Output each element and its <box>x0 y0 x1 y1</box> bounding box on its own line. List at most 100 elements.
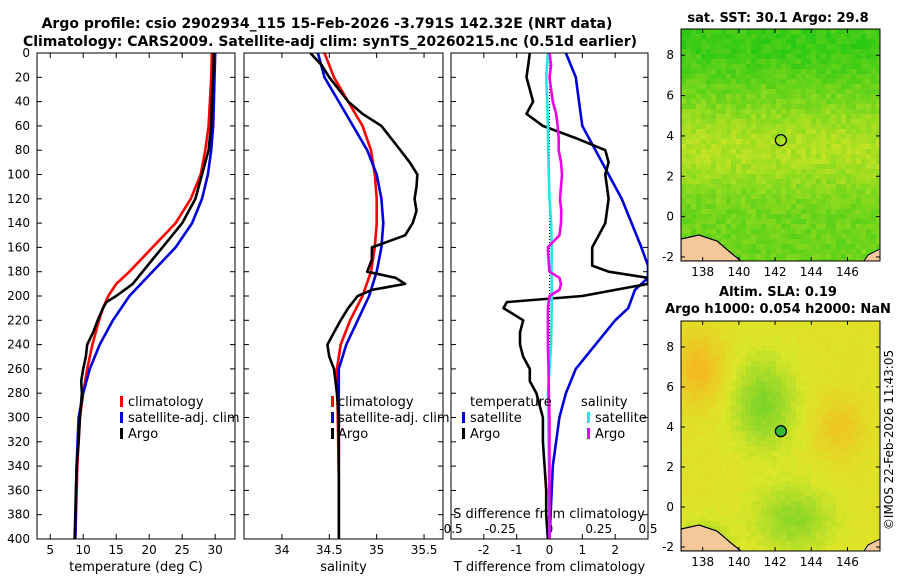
heatmap-cell <box>756 74 762 80</box>
heatmap-cell <box>841 229 847 235</box>
heatmap-cell <box>806 189 812 195</box>
heatmap-cell <box>746 491 752 497</box>
heatmap-cell <box>816 159 822 165</box>
heatmap-cell <box>856 401 862 407</box>
heatmap-cell <box>791 129 797 135</box>
heatmap-cell <box>721 431 727 437</box>
y-tick-label: 2 <box>666 460 674 474</box>
heatmap-cell <box>716 149 722 155</box>
heatmap-cell <box>841 351 847 357</box>
heatmap-cell <box>761 174 767 180</box>
heatmap-cell <box>776 244 782 250</box>
heatmap-cell <box>696 84 702 90</box>
heatmap-cell <box>811 214 817 220</box>
heatmap-cell <box>706 346 712 352</box>
heatmap-cell <box>686 376 692 382</box>
heatmap-cell <box>861 541 867 547</box>
heatmap-cell <box>756 466 762 472</box>
heatmap-cell <box>796 356 802 362</box>
heatmap-cell <box>806 229 812 235</box>
heatmap-cell <box>796 149 802 155</box>
heatmap-cell <box>856 154 862 160</box>
heatmap-cell <box>856 79 862 85</box>
heatmap-cell <box>696 431 702 437</box>
heatmap-cell <box>816 541 822 547</box>
heatmap-cell <box>836 331 842 337</box>
heatmap-cell <box>741 234 747 240</box>
heatmap-cell <box>746 486 752 492</box>
heatmap-cell <box>746 114 752 120</box>
heatmap-cell <box>821 386 827 392</box>
heatmap-cell <box>761 144 767 150</box>
heatmap-cell <box>726 351 732 357</box>
heatmap-cell <box>786 546 792 551</box>
heatmap-cell <box>761 441 767 447</box>
heatmap-cell <box>816 114 822 120</box>
heatmap-cell <box>726 164 732 170</box>
heatmap-cell <box>791 396 797 402</box>
heatmap-cell <box>846 174 852 180</box>
heatmap-cell <box>686 109 692 115</box>
heatmap-cell <box>826 511 832 517</box>
heatmap-cell <box>756 254 762 260</box>
heatmap-cell <box>731 501 737 507</box>
heatmap-cell <box>861 29 867 35</box>
heatmap-cell <box>731 54 737 60</box>
heatmap-cell <box>866 184 872 190</box>
heatmap-cell <box>756 451 762 457</box>
heatmap-cell <box>706 179 712 185</box>
heatmap-cell <box>736 34 742 40</box>
heatmap-cell <box>786 486 792 492</box>
heatmap-cell <box>871 124 877 130</box>
heatmap-cell <box>796 49 802 55</box>
heatmap-cell <box>721 184 727 190</box>
heatmap-cell <box>816 84 822 90</box>
legend-label-argo: Argo <box>338 427 368 442</box>
heatmap-cell <box>756 189 762 195</box>
heatmap-cell <box>811 254 817 260</box>
heatmap-cell <box>856 341 862 347</box>
series-line-argo <box>73 53 216 539</box>
heatmap-cell <box>866 194 872 200</box>
heatmap-cell <box>801 411 807 417</box>
heatmap-cell <box>726 436 732 442</box>
heatmap-cell <box>856 99 862 105</box>
heatmap-cell <box>846 401 852 407</box>
heatmap-cell <box>746 326 752 332</box>
heatmap-cell <box>731 219 737 225</box>
heatmap-cell <box>716 336 722 342</box>
heatmap-cell <box>816 326 822 332</box>
heatmap-cell <box>786 461 792 467</box>
heatmap-cell <box>751 461 757 467</box>
heatmap-cell <box>831 361 837 367</box>
heatmap-cell <box>796 234 802 240</box>
heatmap-cell <box>861 174 867 180</box>
heatmap-cell <box>776 109 782 115</box>
heatmap-cell <box>736 401 742 407</box>
heatmap-cell <box>711 376 717 382</box>
heatmap-cell <box>786 501 792 507</box>
temperature-panel: 0204060801001201401601802002202402602803… <box>7 46 236 575</box>
heatmap-cell <box>806 526 812 532</box>
legend-label-temp-satellite: satellite <box>470 411 522 426</box>
heatmap-cell <box>746 134 752 140</box>
heatmap-cell <box>751 396 757 402</box>
heatmap-cell <box>771 104 777 110</box>
heatmap-cell <box>736 441 742 447</box>
heatmap-cell <box>836 546 842 551</box>
heatmap-cell <box>846 466 852 472</box>
heatmap-cell <box>756 401 762 407</box>
heatmap-cell <box>751 189 757 195</box>
heatmap-cell <box>786 511 792 517</box>
heatmap-cell <box>841 476 847 482</box>
heatmap-cell <box>751 209 757 215</box>
heatmap-cell <box>836 356 842 362</box>
heatmap-cell <box>716 29 722 35</box>
heatmap-cell <box>721 461 727 467</box>
heatmap-cell <box>736 506 742 512</box>
heatmap-cell <box>711 516 717 522</box>
heatmap-cell <box>741 381 747 387</box>
heatmap-cell <box>766 79 772 85</box>
heatmap-cell <box>781 386 787 392</box>
heatmap-cell <box>831 234 837 240</box>
